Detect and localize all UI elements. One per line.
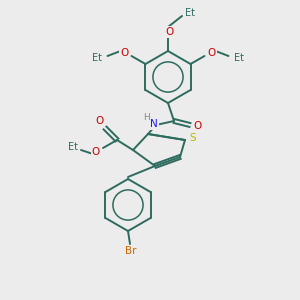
Text: H: H [142, 113, 149, 122]
Text: O: O [165, 27, 173, 37]
Text: Et: Et [185, 8, 195, 18]
Text: N: N [150, 119, 158, 129]
Text: Et: Et [68, 142, 78, 152]
Text: O: O [92, 147, 100, 157]
Text: O: O [96, 116, 104, 126]
Text: O: O [120, 48, 129, 58]
Text: S: S [190, 133, 196, 143]
Text: Et: Et [92, 53, 103, 63]
Text: O: O [207, 48, 216, 58]
Text: O: O [194, 121, 202, 131]
Text: Et: Et [233, 53, 244, 63]
Text: Br: Br [125, 246, 137, 256]
